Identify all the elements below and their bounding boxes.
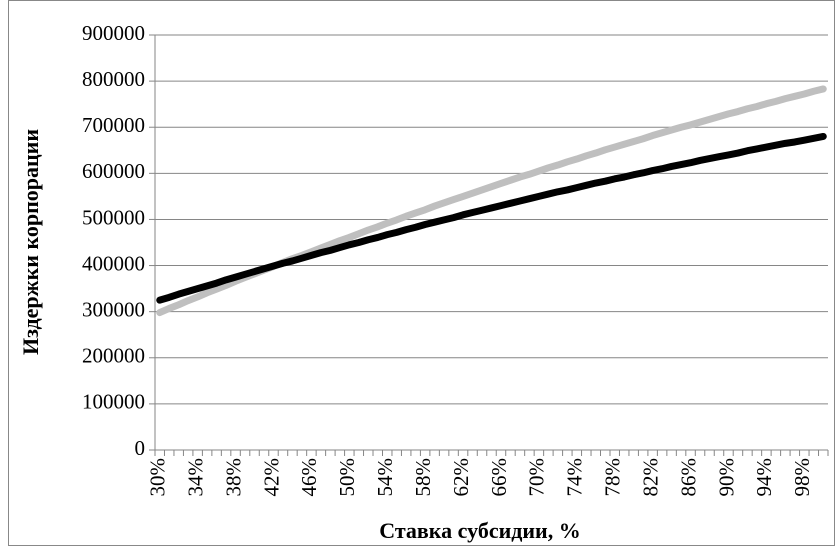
y-tick-label: 400000 — [82, 251, 145, 275]
x-tick-label: 78% — [601, 458, 625, 497]
x-tick-label: 54% — [373, 458, 397, 497]
x-tick-label: 58% — [411, 458, 435, 497]
y-tick-label: 0 — [135, 436, 146, 460]
x-axis-title: Ставка субсидии, % — [379, 518, 581, 543]
x-tick-label: 90% — [714, 458, 738, 497]
x-tick-label: 98% — [790, 458, 814, 497]
chart-frame — [8, 0, 835, 546]
x-tick-label: 86% — [676, 458, 700, 497]
x-tick-label: 42% — [259, 458, 283, 497]
x-tick-label: 38% — [221, 458, 245, 497]
y-tick-label: 800000 — [82, 67, 145, 91]
x-tick-label: 62% — [449, 458, 473, 497]
x-tick-label: 82% — [638, 458, 662, 497]
y-tick-label: 200000 — [82, 344, 145, 368]
y-axis-title: Издержки корпорации — [18, 129, 43, 355]
y-tick-label: 500000 — [82, 205, 145, 229]
series-line — [156, 132, 827, 304]
x-tick-label: 46% — [297, 458, 321, 497]
x-tick-label: 66% — [487, 458, 511, 497]
x-tick-label: 94% — [752, 458, 776, 497]
x-tick-label: 70% — [525, 458, 549, 497]
x-tick-label: 34% — [183, 458, 207, 497]
y-tick-label: 100000 — [82, 390, 145, 414]
x-tick-label: 50% — [335, 458, 359, 497]
x-tick-label: 30% — [146, 458, 170, 497]
y-tick-label: 300000 — [82, 297, 145, 321]
y-tick-label: 900000 — [82, 21, 145, 45]
y-tick-label: 700000 — [82, 113, 145, 137]
x-tick-label: 74% — [563, 458, 587, 497]
y-tick-label: 600000 — [82, 159, 145, 183]
